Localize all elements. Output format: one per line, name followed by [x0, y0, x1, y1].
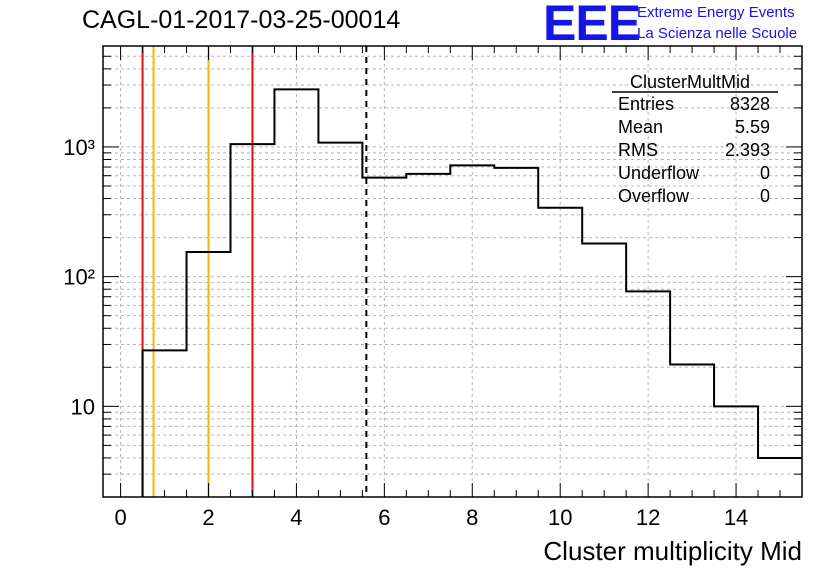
- page-title: CAGL-01-2017-03-25-00014: [82, 6, 401, 34]
- stats-title: ClusterMultMid: [630, 72, 750, 92]
- histogram-series: [141, 88, 802, 497]
- stats-row-value: 0: [760, 163, 770, 183]
- x-tick-label: 14: [724, 505, 748, 530]
- x-tick-label: 8: [466, 505, 478, 530]
- plot-frame: [102, 45, 803, 498]
- stats-row-label: Entries: [618, 94, 674, 114]
- stats-row-label: RMS: [618, 140, 658, 160]
- stats-row-label: Underflow: [618, 163, 700, 183]
- stats-row-value: 0: [760, 186, 770, 206]
- stats-row-label: Mean: [618, 117, 663, 137]
- marker-lines: [141, 46, 368, 497]
- y-tick-label: 10: [71, 394, 95, 419]
- axis-ticks: 0 2 4 6 8 10 12 14 10 10² 10³: [63, 45, 802, 530]
- x-tick-label: 6: [378, 505, 390, 530]
- y-tick-label: 10²: [63, 265, 95, 290]
- stats-row-value: 5.59: [735, 117, 770, 137]
- eee-logo-subtitle-1: Extreme Energy Events: [637, 4, 795, 21]
- x-tick-label: 12: [636, 505, 660, 530]
- x-tick-label: 0: [114, 505, 126, 530]
- stats-box: ClusterMultMid Entries 8328 Mean 5.59 RMS 2.3…: [612, 72, 778, 206]
- x-tick-label: 4: [290, 505, 302, 530]
- x-axis-label: Cluster multiplicity Mid: [543, 536, 802, 566]
- x-tick-label: 10: [548, 505, 572, 530]
- eee-logo: EEE: [543, 0, 641, 51]
- stats-row-value: 2.393: [725, 140, 770, 160]
- stats-row-value: 8328: [730, 94, 770, 114]
- y-tick-label: 10³: [63, 135, 95, 160]
- eee-logo-subtitle-2: La Scienza nelle Scuole: [637, 25, 798, 42]
- x-tick-label: 2: [202, 505, 214, 530]
- grid: [103, 45, 802, 498]
- stats-row-label: Overflow: [618, 186, 690, 206]
